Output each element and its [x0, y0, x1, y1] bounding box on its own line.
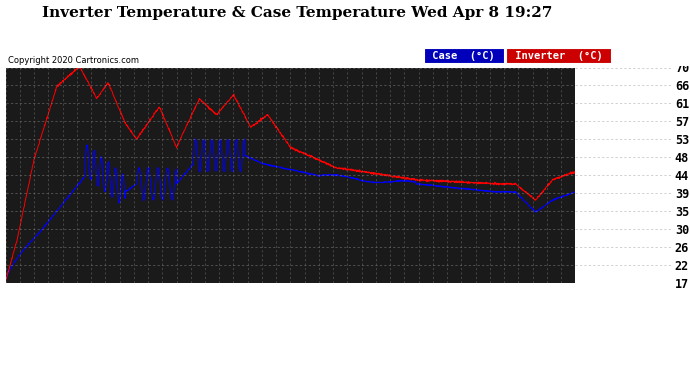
Text: Inverter Temperature & Case Temperature Wed Apr 8 19:27: Inverter Temperature & Case Temperature …: [41, 6, 552, 20]
Text: Inverter  (°C): Inverter (°C): [509, 51, 609, 61]
Text: Copyright 2020 Cartronics.com: Copyright 2020 Cartronics.com: [8, 56, 139, 65]
Text: Case  (°C): Case (°C): [426, 51, 502, 61]
